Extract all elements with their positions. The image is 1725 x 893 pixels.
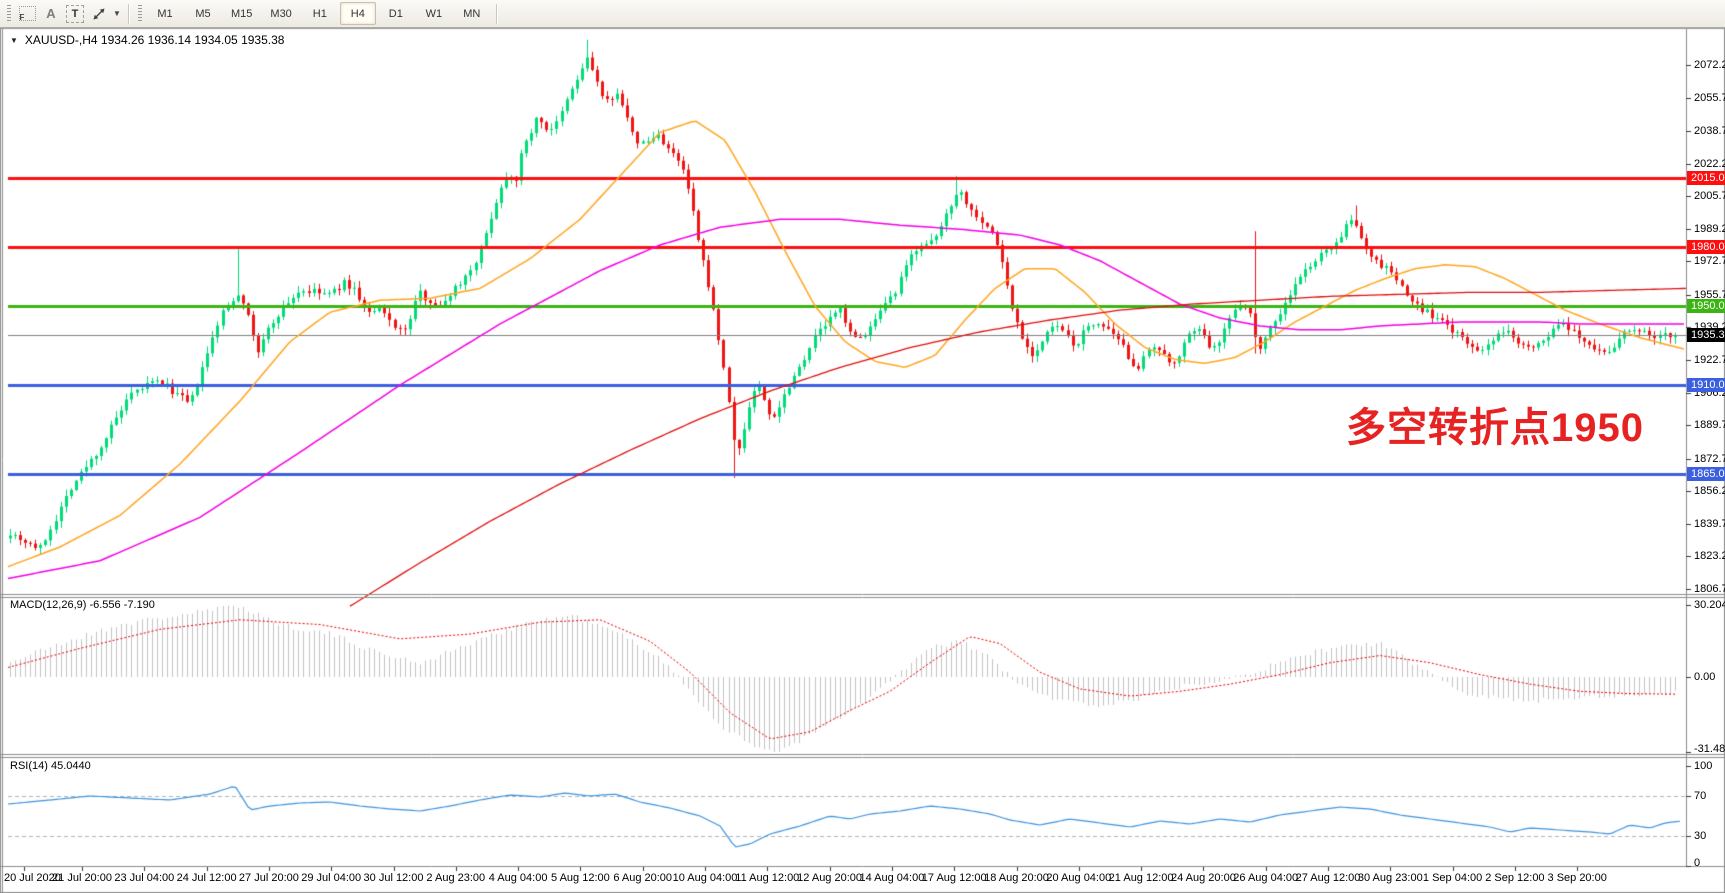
collapse-triangle-icon: ▼: [10, 35, 18, 45]
rsi-indicator-label: RSI(14) 45.0440: [10, 760, 91, 772]
symbol-header[interactable]: ▼ XAUUSD-,H4 1934.26 1936.14 1934.05 193…: [10, 33, 284, 47]
macd-indicator-label: MACD(12,26,9) -6.556 -7.190: [10, 599, 155, 611]
annotation-text: 多空转折点1950: [1346, 406, 1644, 450]
symbol-ohlc-text: XAUUSD-,H4 1934.26 1936.14 1934.05 1935.…: [24, 33, 285, 47]
